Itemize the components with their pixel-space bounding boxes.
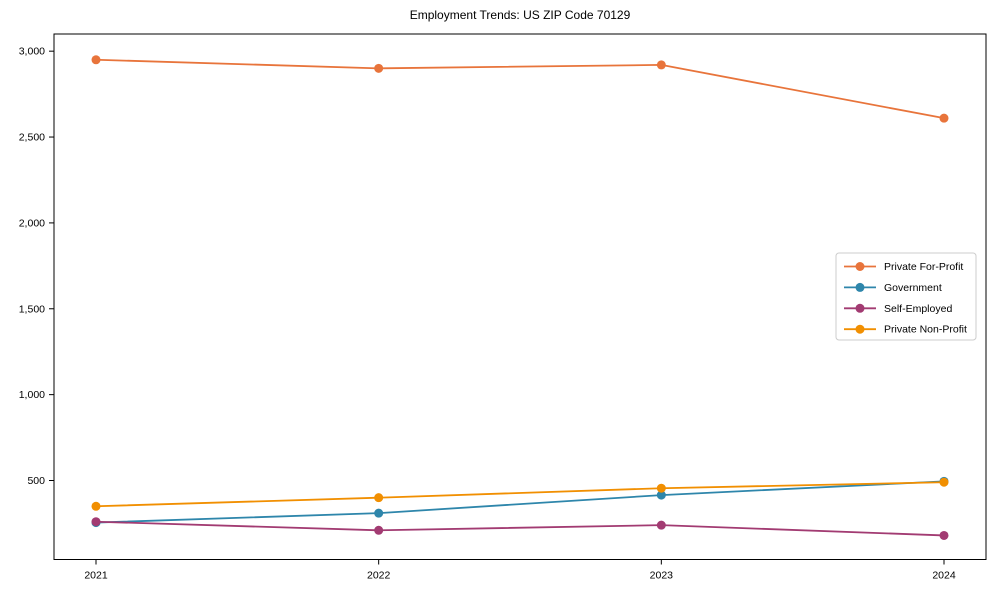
data-point-marker [939,477,949,487]
data-point-marker [656,520,666,530]
plot-border [53,33,987,560]
x-tick-label: 2024 [932,570,956,582]
legend-label: Private For-Profit [884,261,963,273]
series-line [95,58,945,120]
y-tick-label: 1,000 [19,389,45,401]
data-point-marker [374,508,384,518]
data-point-marker [374,493,384,503]
y-tick-label: 3,000 [19,46,45,58]
data-point-marker [939,530,949,540]
legend-marker [855,324,865,334]
y-tick-label: 500 [27,475,45,487]
legend-marker [855,303,865,313]
data-point-marker [91,517,101,527]
legend-box [835,252,977,341]
legend-label: Government [884,282,942,294]
legend-marker [855,282,865,292]
legend-label: Private Non-Profit [884,324,967,336]
x-tick-label: 2021 [84,570,108,582]
y-tick-label: 2,000 [19,217,45,229]
data-point-marker [374,525,384,535]
data-point-marker [374,63,384,73]
series-line [95,480,945,524]
x-tick-label: 2022 [367,570,391,582]
x-tick-label: 2023 [650,570,674,582]
data-point-marker [91,55,101,65]
data-point-marker [939,113,949,123]
legend-label: Self-Employed [884,303,952,315]
data-point-marker [91,501,101,511]
data-point-marker [656,60,666,70]
data-point-marker [656,490,666,500]
series-line [95,520,945,537]
y-tick-label: 2,500 [19,132,45,144]
chart-title: Employment Trends: US ZIP Code 70129 [409,8,631,22]
series-line [95,481,945,508]
data-point-marker [656,483,666,493]
legend-marker [855,262,865,271]
y-tick-label: 1,500 [19,303,45,315]
